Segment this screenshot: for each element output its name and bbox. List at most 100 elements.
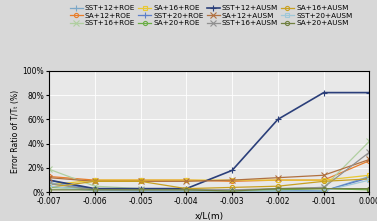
SST+20+ROE: [47, 179, 51, 181]
SA+12+ROE: [184, 179, 188, 181]
SST+20+ROE: [367, 176, 372, 179]
SST+12+AUSM: [322, 91, 326, 94]
SA+16+AUSM: [138, 180, 143, 183]
SST+12+ROE: [276, 190, 280, 192]
SST+20+AUSM: [92, 190, 97, 192]
Line: SA+16+AUSM: SA+16+AUSM: [47, 177, 372, 191]
SA+12+AUSM: [184, 180, 188, 183]
SA+12+AUSM: [138, 180, 143, 183]
Line: SST+12+AUSM: SST+12+AUSM: [46, 90, 372, 191]
SA+20+ROE: [276, 189, 280, 191]
SA+16+AUSM: [184, 187, 188, 190]
Line: SST+16+AUSM: SST+16+AUSM: [46, 149, 372, 193]
SST+12+ROE: [47, 181, 51, 184]
SST+16+ROE: [322, 186, 326, 189]
SST+16+ROE: [230, 190, 234, 192]
SST+20+AUSM: [138, 190, 143, 192]
SST+20+AUSM: [276, 190, 280, 192]
SA+16+ROE: [47, 184, 51, 186]
Line: SST+16+ROE: SST+16+ROE: [46, 138, 372, 194]
Line: SA+20+ROE: SA+20+ROE: [47, 185, 372, 193]
SA+16+ROE: [230, 179, 234, 181]
X-axis label: x/L(m): x/L(m): [195, 212, 224, 221]
SST+12+AUSM: [367, 91, 372, 94]
SST+12+AUSM: [230, 169, 234, 172]
SST+16+ROE: [47, 168, 51, 171]
Line: SST+12+ROE: SST+12+ROE: [46, 174, 372, 194]
SST+20+AUSM: [367, 179, 372, 181]
SA+20+AUSM: [322, 187, 326, 190]
SST+16+AUSM: [47, 183, 51, 185]
SA+20+AUSM: [92, 189, 97, 191]
SST+16+AUSM: [92, 189, 97, 191]
SA+20+ROE: [92, 187, 97, 190]
SA+16+ROE: [322, 179, 326, 181]
SST+16+ROE: [92, 185, 97, 187]
SST+20+ROE: [230, 189, 234, 191]
Line: SA+20+AUSM: SA+20+AUSM: [47, 187, 372, 193]
Line: SST+20+AUSM: SST+20+AUSM: [47, 178, 372, 193]
SA+16+ROE: [184, 179, 188, 181]
SST+12+ROE: [322, 190, 326, 192]
SA+12+AUSM: [92, 180, 97, 183]
SST+16+ROE: [184, 189, 188, 191]
SA+16+ROE: [138, 179, 143, 181]
SST+20+ROE: [92, 189, 97, 191]
SST+12+ROE: [92, 189, 97, 191]
SST+16+AUSM: [322, 186, 326, 189]
SA+12+ROE: [92, 179, 97, 181]
SA+16+AUSM: [230, 186, 234, 189]
Legend: SST+12+ROE, SA+12+ROE, SST+16+ROE, SA+16+ROE, SST+20+ROE, SA+20+ROE, SST+12+AUSM: SST+12+ROE, SA+12+ROE, SST+16+ROE, SA+16…: [68, 4, 354, 28]
SA+20+AUSM: [184, 189, 188, 191]
SA+12+AUSM: [367, 158, 372, 161]
SA+12+ROE: [367, 159, 372, 162]
SA+20+AUSM: [138, 189, 143, 191]
SST+16+AUSM: [184, 189, 188, 191]
SST+12+ROE: [230, 190, 234, 192]
SA+16+AUSM: [276, 185, 280, 187]
SA+20+ROE: [184, 189, 188, 191]
SA+16+AUSM: [92, 180, 97, 183]
SST+12+AUSM: [92, 187, 97, 190]
SST+20+ROE: [322, 190, 326, 192]
SST+20+AUSM: [47, 185, 51, 187]
SA+16+ROE: [92, 179, 97, 181]
SA+12+ROE: [138, 179, 143, 181]
SA+20+ROE: [367, 189, 372, 191]
SST+12+ROE: [138, 189, 143, 192]
SST+20+ROE: [184, 190, 188, 192]
Line: SST+20+ROE: SST+20+ROE: [46, 175, 372, 194]
SA+20+ROE: [230, 190, 234, 192]
SA+16+AUSM: [367, 178, 372, 180]
SST+16+AUSM: [230, 189, 234, 191]
SA+20+AUSM: [367, 187, 372, 190]
SST+12+AUSM: [276, 118, 280, 121]
Line: SA+16+ROE: SA+16+ROE: [47, 173, 372, 187]
SA+16+AUSM: [322, 180, 326, 183]
SST+20+ROE: [276, 189, 280, 191]
SA+12+ROE: [230, 180, 234, 183]
SA+20+AUSM: [47, 189, 51, 191]
SA+12+ROE: [322, 179, 326, 181]
SA+16+ROE: [367, 174, 372, 177]
SST+16+AUSM: [367, 151, 372, 153]
SST+12+AUSM: [47, 179, 51, 181]
SA+20+ROE: [138, 189, 143, 191]
SA+20+AUSM: [276, 187, 280, 190]
SST+12+ROE: [184, 190, 188, 192]
SST+12+AUSM: [184, 187, 188, 190]
SA+20+ROE: [322, 187, 326, 190]
SA+20+AUSM: [230, 190, 234, 192]
Y-axis label: Error Ratio of T/Tₜ (%): Error Ratio of T/Tₜ (%): [11, 90, 20, 173]
Line: SA+12+ROE: SA+12+ROE: [47, 159, 372, 183]
Line: SA+12+AUSM: SA+12+AUSM: [46, 157, 372, 184]
SA+12+ROE: [47, 175, 51, 178]
SA+12+ROE: [276, 179, 280, 181]
SST+16+AUSM: [276, 187, 280, 190]
SST+20+ROE: [138, 190, 143, 192]
SA+12+AUSM: [276, 176, 280, 179]
SST+16+ROE: [138, 187, 143, 190]
SA+20+ROE: [47, 186, 51, 189]
SST+12+AUSM: [138, 187, 143, 190]
SA+16+AUSM: [47, 186, 51, 189]
